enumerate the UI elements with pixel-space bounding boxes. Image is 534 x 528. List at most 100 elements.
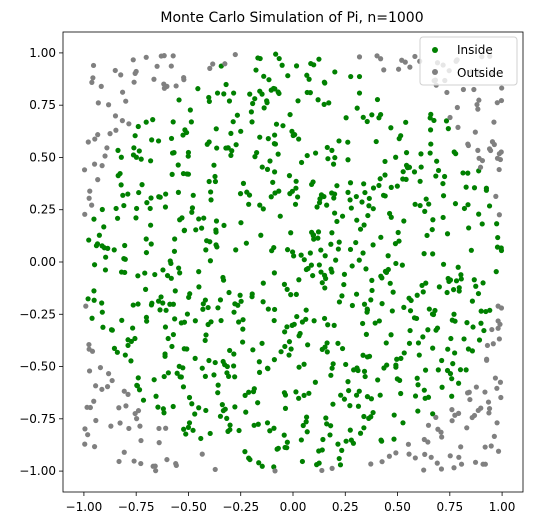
point-inside: [361, 413, 367, 420]
point-inside: [249, 294, 255, 300]
point-inside: [187, 291, 193, 297]
point-inside: [199, 365, 205, 371]
point-inside: [388, 214, 394, 220]
point-inside: [318, 269, 324, 275]
point-inside: [330, 401, 336, 407]
point-outside: [97, 364, 104, 371]
point-outside: [105, 102, 112, 108]
point-outside: [85, 432, 91, 438]
point-inside: [185, 424, 192, 430]
point-inside: [394, 356, 400, 362]
point-inside: [268, 87, 274, 93]
point-inside: [362, 189, 368, 196]
point-inside: [267, 428, 273, 434]
point-inside: [339, 447, 345, 453]
point-inside: [274, 446, 280, 452]
point-inside: [202, 337, 208, 344]
point-outside: [84, 404, 90, 410]
point-inside: [416, 352, 422, 358]
point-inside: [271, 425, 277, 431]
point-outside: [456, 454, 462, 460]
point-inside: [284, 247, 291, 253]
point-inside: [392, 241, 399, 247]
point-inside: [434, 158, 440, 164]
point-inside: [215, 305, 221, 311]
point-inside: [168, 260, 174, 267]
point-inside: [469, 348, 475, 354]
point-inside: [373, 138, 379, 145]
point-inside: [272, 306, 278, 313]
point-outside: [163, 425, 169, 431]
point-inside: [114, 349, 120, 355]
point-inside: [192, 355, 198, 361]
point-inside: [314, 204, 320, 210]
point-outside: [496, 212, 502, 218]
point-outside: [135, 408, 142, 414]
point-inside: [195, 86, 201, 92]
point-inside: [406, 340, 413, 346]
point-inside: [213, 218, 220, 224]
point-inside: [430, 251, 436, 257]
point-inside: [388, 184, 394, 190]
point-inside: [242, 449, 248, 455]
point-inside: [316, 56, 322, 62]
point-inside: [322, 285, 328, 291]
point-outside: [329, 465, 335, 471]
point-outside: [82, 426, 88, 432]
point-inside: [252, 96, 258, 102]
point-inside: [356, 257, 362, 263]
point-inside: [435, 367, 441, 373]
point-outside: [495, 318, 501, 324]
point-inside: [261, 73, 267, 79]
point-inside: [135, 273, 141, 279]
point-inside: [357, 226, 364, 232]
point-inside: [301, 361, 307, 367]
point-inside: [368, 414, 374, 420]
point-inside: [258, 232, 264, 238]
point-inside: [155, 404, 161, 410]
point-inside: [185, 171, 192, 177]
point-inside: [330, 361, 336, 367]
point-outside: [116, 405, 122, 411]
point-inside: [480, 280, 486, 286]
point-inside: [230, 119, 236, 125]
point-outside: [117, 420, 123, 426]
point-inside: [435, 167, 442, 174]
point-inside: [361, 425, 367, 431]
point-inside: [331, 322, 337, 328]
point-inside: [288, 230, 294, 236]
point-inside: [227, 422, 233, 428]
point-inside: [221, 91, 227, 97]
point-inside: [165, 335, 171, 342]
point-inside: [360, 320, 366, 327]
point-inside: [281, 432, 287, 438]
point-inside: [260, 280, 266, 286]
point-inside: [473, 283, 479, 289]
point-outside: [412, 53, 418, 60]
point-inside: [296, 277, 302, 283]
point-inside: [149, 300, 155, 306]
point-inside: [334, 183, 340, 189]
point-inside: [143, 119, 149, 125]
point-inside: [269, 248, 275, 254]
point-inside: [425, 327, 431, 333]
point-inside: [217, 297, 224, 303]
point-inside: [122, 242, 128, 249]
point-inside: [306, 76, 312, 82]
point-outside: [152, 463, 158, 469]
point-inside: [272, 132, 278, 138]
point-inside: [162, 353, 168, 359]
point-inside: [251, 422, 257, 428]
point-inside: [336, 239, 342, 245]
point-inside: [336, 455, 342, 462]
point-inside: [376, 318, 382, 324]
point-inside: [360, 114, 366, 120]
point-inside: [259, 463, 265, 469]
point-inside: [458, 276, 464, 282]
point-inside: [213, 227, 219, 233]
point-outside: [460, 86, 467, 93]
point-inside: [217, 413, 224, 419]
point-outside: [458, 444, 464, 450]
point-inside: [315, 235, 321, 241]
